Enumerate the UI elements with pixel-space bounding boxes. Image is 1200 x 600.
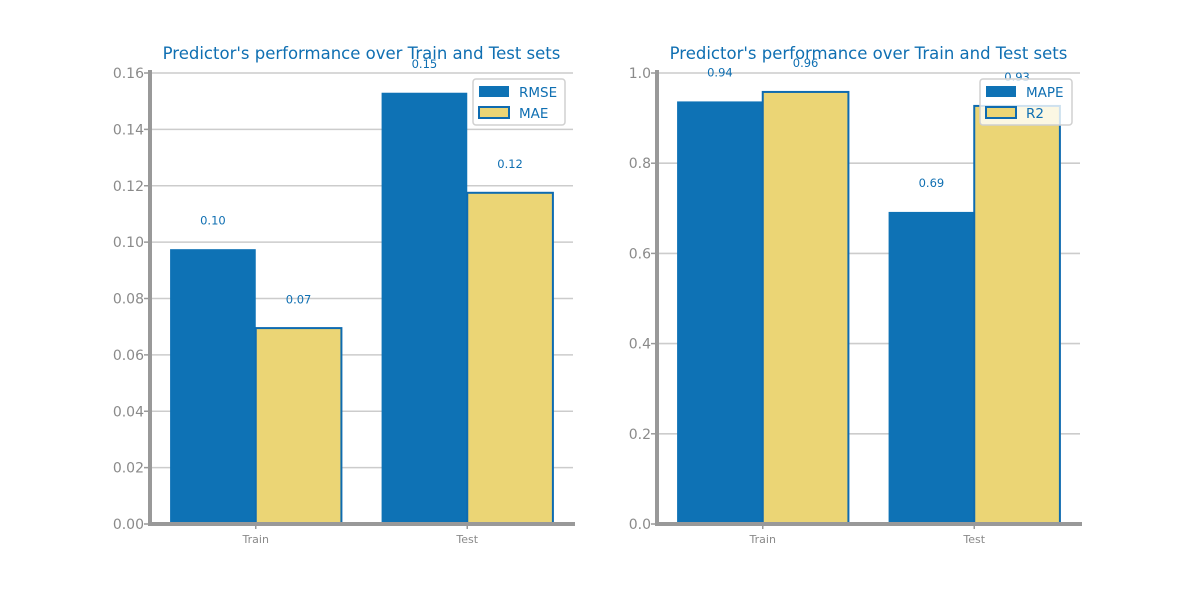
bar-mae-train	[254, 327, 343, 525]
legend-swatch-r2	[985, 106, 1017, 119]
y-tick-label: 0.16	[113, 66, 144, 82]
y-tick-label: 0.04	[113, 404, 144, 420]
y-tick-label: 0.10	[113, 235, 144, 251]
chart-title: Predictor's performance over Train and T…	[163, 44, 561, 63]
x-tick-label: Train	[749, 533, 776, 546]
legend: RMSE MAE	[472, 78, 566, 126]
legend-label-r2: R2	[1026, 106, 1044, 122]
legend-swatch-mape	[986, 86, 1016, 97]
y-tick-label: 0.02	[113, 461, 144, 477]
data-label: 0.15	[412, 57, 438, 71]
x-tick-label: Test	[962, 533, 985, 546]
bar-mape-test	[888, 211, 975, 524]
bar-rmse-test	[381, 92, 468, 524]
x-tick-label: Train	[242, 533, 269, 546]
y-tick-label: 0.12	[113, 179, 144, 195]
legend: MAPE R2	[979, 78, 1073, 126]
bar-mae-test	[466, 191, 554, 525]
bar-mape-train	[677, 101, 763, 525]
data-label: 0.96	[793, 56, 819, 70]
legend-label-mae: MAE	[519, 106, 548, 122]
y-tick-label: 0.00	[113, 517, 144, 533]
y-tick-label: 0.06	[113, 348, 144, 364]
data-label: 0.69	[919, 176, 945, 190]
y-tick-label: 0.2	[629, 427, 651, 443]
bar-r2-train	[761, 90, 850, 526]
chart-title: Predictor's performance over Train and T…	[670, 44, 1068, 63]
y-tick-label: 1.0	[629, 66, 651, 82]
y-tick-label: 0.4	[629, 337, 651, 353]
legend-label-mape: MAPE	[1026, 85, 1064, 101]
y-tick-label: 0.8	[629, 156, 651, 172]
chart-panel-1: 0.10 0.07 0.15 0.12 0.00 0.02 0.04 0.06 0.08 0.10…	[113, 44, 575, 546]
bar-rmse-train	[170, 249, 256, 524]
data-label: 0.12	[497, 157, 523, 171]
legend-swatch-mae	[478, 106, 510, 119]
legend-label-rmse: RMSE	[519, 85, 557, 101]
data-label: 0.07	[286, 292, 312, 306]
x-tick-label: Test	[455, 533, 478, 546]
legend-swatch-rmse	[479, 86, 509, 97]
data-label: 0.94	[707, 66, 733, 80]
bar-r2-test	[973, 104, 1061, 525]
y-tick-label: 0.08	[113, 292, 144, 308]
y-tick-label: 0.6	[629, 246, 651, 262]
y-tick-label: 0.0	[629, 517, 651, 533]
data-label: 0.10	[200, 213, 226, 227]
y-tick-label: 0.14	[113, 122, 144, 138]
